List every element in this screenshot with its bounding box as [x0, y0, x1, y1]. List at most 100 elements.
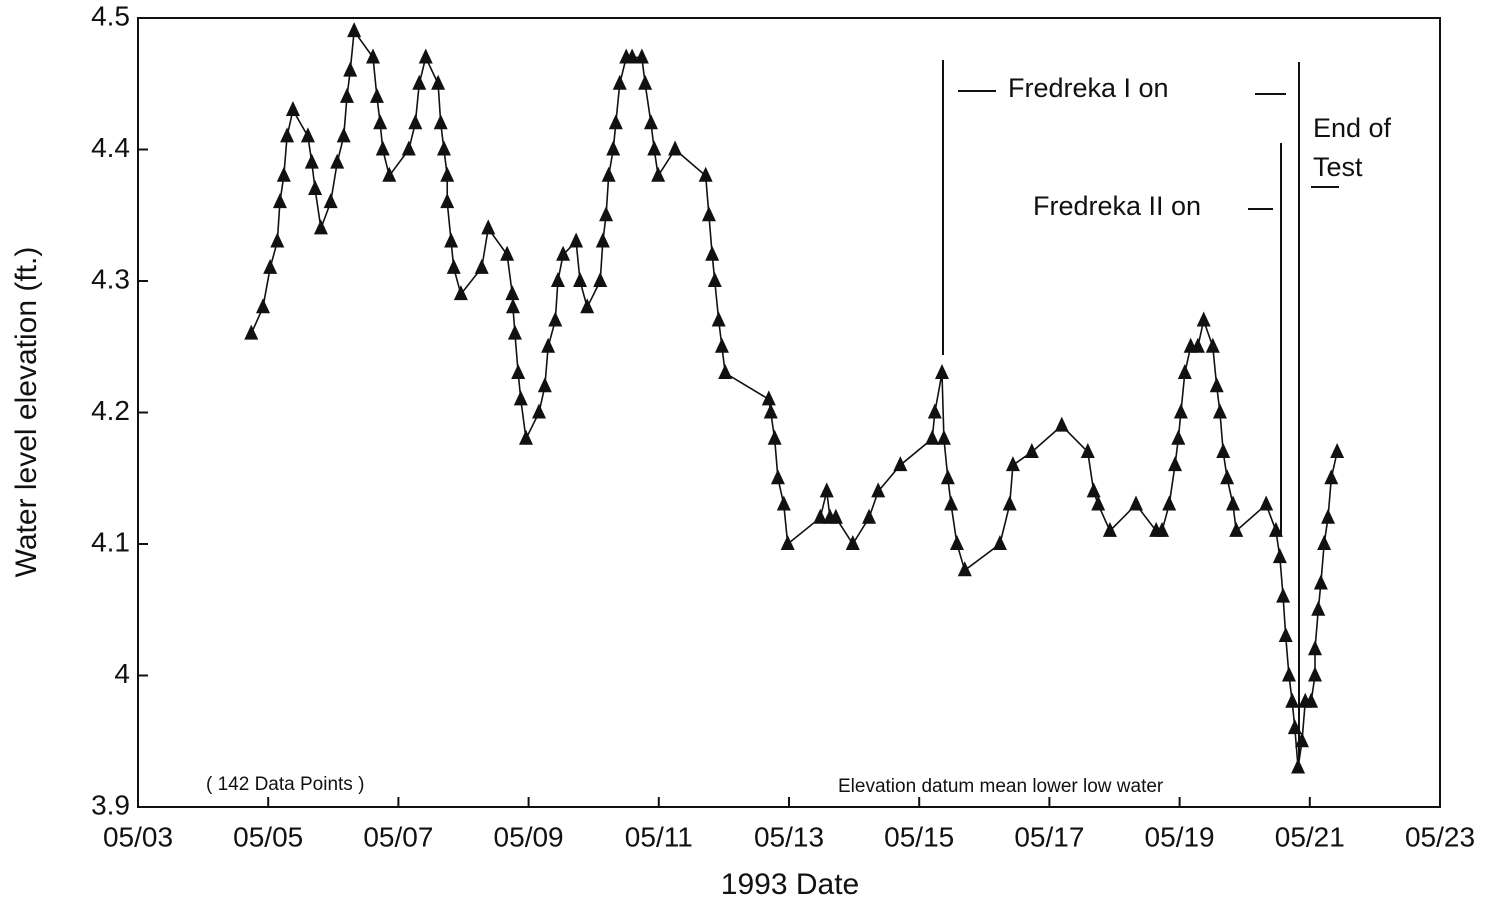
y-tick-label: 4.5	[91, 0, 130, 31]
annotation: ( 142 Data Points )	[206, 774, 364, 795]
marker	[412, 74, 427, 90]
marker	[446, 258, 461, 274]
marker	[714, 337, 729, 353]
x-tick-label: 05/21	[1275, 821, 1345, 852]
y-axis-title: Water level elevation (ft.)	[10, 247, 43, 578]
marker	[1216, 442, 1231, 458]
marker	[1102, 521, 1117, 537]
marker	[608, 114, 623, 130]
marker	[767, 429, 782, 445]
marker	[927, 403, 942, 419]
marker	[532, 403, 547, 419]
marker	[336, 127, 351, 143]
marker	[580, 298, 595, 314]
x-tick-label: 05/05	[233, 821, 303, 852]
marker	[440, 193, 455, 209]
y-tick-label: 4.4	[91, 132, 130, 163]
marker	[505, 285, 520, 301]
marker	[263, 258, 278, 274]
marker	[770, 469, 785, 485]
annotation-lines	[942, 60, 1339, 760]
marker	[949, 535, 964, 550]
marker	[556, 245, 571, 261]
marker	[780, 535, 795, 550]
annotation: Fredreka II on	[1033, 191, 1201, 221]
marker	[711, 311, 726, 327]
marker	[701, 206, 716, 222]
x-tick-label: 05/15	[884, 821, 954, 852]
marker	[343, 61, 358, 77]
marker	[763, 403, 778, 419]
marker	[1229, 521, 1244, 537]
marker	[440, 166, 455, 182]
marker	[845, 535, 860, 550]
marker	[433, 114, 448, 130]
marker	[1002, 495, 1017, 511]
marker	[1321, 508, 1336, 524]
x-axis-title: 1993 Date	[721, 868, 859, 901]
marker	[612, 74, 627, 90]
marker	[1259, 495, 1274, 511]
marker	[1209, 377, 1224, 393]
marker	[505, 298, 520, 314]
marker	[401, 140, 416, 156]
x-tick-label: 05/17	[1014, 821, 1084, 852]
marker	[1212, 403, 1227, 419]
marker	[300, 127, 315, 143]
marker	[323, 193, 338, 209]
marker	[431, 74, 446, 90]
marker	[1024, 442, 1039, 458]
marker	[599, 206, 614, 222]
marker	[276, 166, 291, 182]
marker	[537, 377, 552, 393]
marker	[601, 166, 616, 182]
marker	[347, 22, 362, 38]
marker	[436, 140, 451, 156]
marker	[244, 324, 259, 340]
marker	[418, 48, 433, 64]
marker	[550, 272, 565, 287]
marker	[957, 561, 972, 577]
marker	[548, 311, 563, 327]
marker	[668, 140, 683, 156]
marker	[1276, 587, 1291, 603]
marker	[940, 469, 955, 485]
marker	[707, 272, 722, 287]
marker	[366, 48, 381, 64]
marker	[893, 456, 908, 472]
marker	[643, 114, 658, 130]
marker	[474, 258, 489, 274]
marker	[1128, 495, 1143, 511]
marker	[513, 390, 528, 406]
marker	[606, 140, 621, 156]
y-tick-label: 4.1	[91, 526, 130, 557]
marker	[593, 272, 608, 287]
x-tick-label: 05/19	[1145, 821, 1215, 852]
marker	[718, 364, 733, 380]
marker	[1171, 429, 1186, 445]
marker	[375, 140, 390, 156]
marker	[1086, 482, 1101, 498]
marker	[871, 482, 886, 498]
marker	[1205, 337, 1220, 353]
marker	[647, 140, 662, 156]
marker	[813, 508, 828, 524]
annotation: Test	[1313, 152, 1363, 182]
marker	[304, 153, 319, 169]
marker	[1304, 692, 1319, 708]
marker	[270, 232, 285, 248]
marker	[698, 166, 713, 182]
x-tick-label: 05/11	[625, 821, 693, 852]
marker	[1291, 758, 1306, 774]
marker	[1225, 495, 1240, 511]
marker	[313, 219, 328, 235]
marker	[518, 429, 533, 445]
marker	[382, 166, 397, 182]
marker	[369, 87, 384, 103]
marker	[569, 232, 584, 248]
marker	[255, 298, 270, 314]
marker	[511, 364, 526, 380]
marker	[481, 219, 496, 235]
marker	[992, 535, 1007, 550]
